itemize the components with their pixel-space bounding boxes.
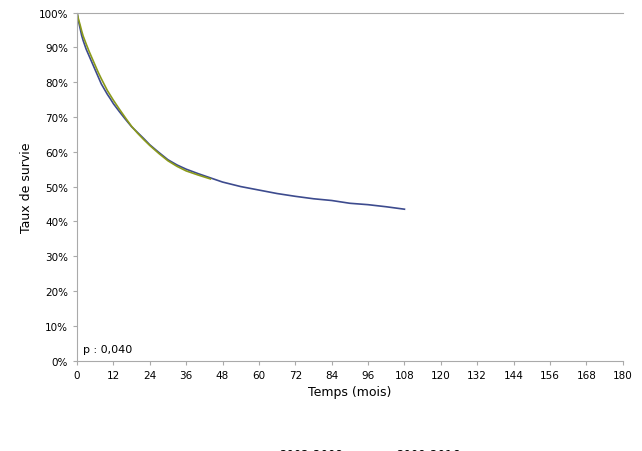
2002-2008 (195, 172, 202, 177)
2002-2008 (116, 110, 123, 115)
2009-2016 (107, 93, 114, 99)
2009-2016 (100, 83, 108, 88)
2009-2016 (173, 164, 181, 170)
2002-2008 (309, 197, 317, 202)
2002-2008 (76, 27, 84, 32)
2002-2008 (110, 102, 117, 107)
Legend: 2002-2008, 2009-2016: 2002-2008, 2009-2016 (235, 443, 465, 451)
2002-2008 (74, 19, 82, 25)
2002-2008 (291, 194, 299, 200)
Line: 2002-2008: 2002-2008 (77, 14, 404, 210)
2009-2016 (140, 138, 148, 143)
2009-2016 (74, 18, 82, 23)
2002-2008 (401, 207, 408, 212)
2002-2008 (273, 191, 281, 197)
2002-2008 (91, 68, 99, 74)
2002-2008 (128, 125, 135, 130)
2009-2016 (98, 77, 105, 82)
2002-2008 (328, 198, 336, 204)
2002-2008 (346, 201, 354, 207)
2002-2008 (89, 61, 96, 67)
2002-2008 (173, 163, 181, 168)
2002-2008 (85, 54, 93, 60)
2002-2008 (383, 205, 390, 210)
2009-2016 (89, 57, 96, 62)
2009-2016 (73, 11, 81, 16)
2002-2008 (78, 33, 85, 39)
2002-2008 (237, 184, 245, 190)
2002-2008 (100, 87, 108, 92)
2002-2008 (146, 143, 153, 148)
2009-2016 (78, 29, 85, 34)
2002-2008 (207, 176, 214, 181)
2002-2008 (164, 158, 172, 163)
X-axis label: Temps (mois): Temps (mois) (308, 385, 392, 398)
2009-2016 (195, 173, 202, 179)
2002-2008 (73, 11, 81, 16)
2009-2016 (76, 23, 84, 28)
2009-2016 (91, 64, 99, 69)
2009-2016 (85, 50, 93, 55)
2002-2008 (134, 131, 141, 136)
2009-2016 (182, 169, 190, 174)
2009-2016 (79, 34, 87, 40)
2002-2008 (182, 167, 190, 173)
Text: p : 0,040: p : 0,040 (83, 344, 132, 354)
2009-2016 (207, 177, 214, 182)
2009-2016 (122, 116, 130, 121)
2002-2008 (103, 92, 111, 98)
2009-2016 (155, 152, 163, 157)
Line: 2009-2016: 2009-2016 (77, 14, 211, 179)
2002-2008 (94, 75, 102, 80)
2009-2016 (164, 159, 172, 164)
2002-2008 (255, 188, 263, 193)
2009-2016 (134, 131, 141, 137)
2002-2008 (98, 82, 105, 87)
2009-2016 (146, 143, 153, 149)
2002-2008 (140, 137, 148, 142)
2009-2016 (110, 98, 117, 104)
2002-2008 (107, 97, 114, 102)
2002-2008 (219, 180, 227, 185)
2009-2016 (94, 70, 102, 76)
Y-axis label: Taux de survie: Taux de survie (20, 142, 33, 232)
2009-2016 (103, 88, 111, 94)
2002-2008 (79, 39, 87, 44)
2002-2008 (155, 151, 163, 156)
2009-2016 (128, 124, 135, 130)
2009-2016 (82, 42, 90, 47)
2002-2008 (364, 202, 372, 208)
2002-2008 (82, 47, 90, 53)
2002-2008 (122, 117, 130, 123)
2009-2016 (116, 107, 123, 113)
